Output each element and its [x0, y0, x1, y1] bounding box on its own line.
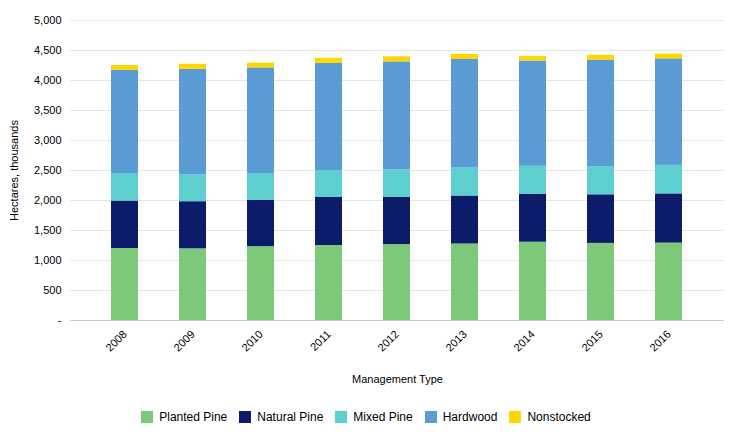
svg-text:1,000: 1,000	[34, 254, 62, 266]
svg-text:Hectares, thousands: Hectares, thousands	[8, 120, 20, 221]
svg-text:2009: 2009	[171, 328, 197, 354]
svg-text:3,000: 3,000	[34, 134, 62, 146]
svg-text:-: -	[58, 314, 62, 326]
html-text:Mixed Pine: Mixed Pine	[353, 409, 413, 424]
svg-text:2,500: 2,500	[34, 164, 62, 176]
svg-text:2014: 2014	[511, 328, 537, 354]
svg-text:Management Type: Management Type	[352, 373, 443, 385]
svg-text:2011: 2011	[308, 328, 333, 353]
svg-text:2012: 2012	[375, 328, 401, 354]
svg-text:5,000: 5,000	[34, 14, 62, 26]
svg-text:2,000: 2,000	[34, 194, 62, 206]
svg-text:2016: 2016	[647, 328, 673, 354]
svg-text:500: 500	[43, 284, 61, 296]
svg-text:2015: 2015	[579, 328, 605, 354]
svg-text:4,500: 4,500	[34, 44, 62, 56]
html-text:Planted Pine: Planted Pine	[159, 409, 228, 424]
html-text:Hardwood: Hardwood	[442, 409, 498, 424]
svg-text:2013: 2013	[443, 328, 469, 354]
svg-text:2010: 2010	[239, 328, 265, 354]
svg-text:3,500: 3,500	[34, 104, 62, 116]
svg-text:1,500: 1,500	[34, 224, 62, 236]
svg-text:4,000: 4,000	[34, 74, 62, 86]
svg-text:2008: 2008	[103, 328, 129, 354]
html-text:Nonstocked: Nonstocked	[527, 409, 591, 424]
html-text:Natural Pine: Natural Pine	[257, 409, 324, 424]
